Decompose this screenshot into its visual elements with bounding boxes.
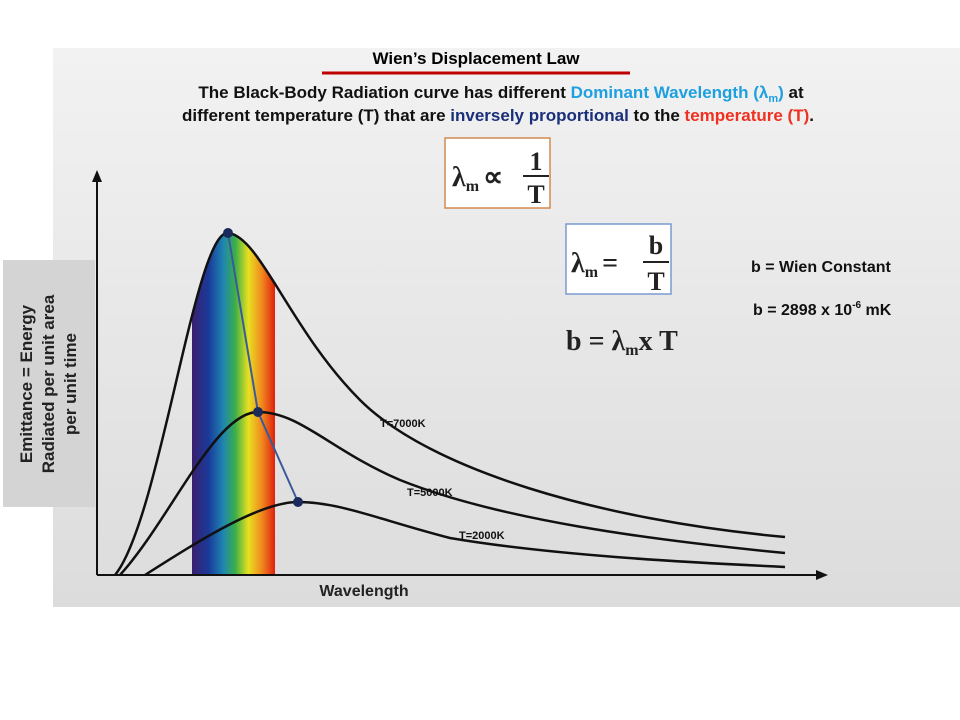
text: to the: [629, 106, 685, 125]
curves: [114, 231, 786, 577]
text: ): [778, 83, 784, 102]
text: temperature (T): [685, 106, 810, 125]
curve: [119, 410, 786, 576]
text: =: [602, 248, 618, 279]
curve: [114, 231, 786, 576]
curve-label: T=7000K: [380, 418, 426, 430]
text: m: [585, 264, 599, 281]
text: .: [809, 106, 814, 125]
formula-box: [444, 137, 551, 209]
intro-line: different temperature (T) that are inver…: [182, 106, 814, 125]
arrow-head: [92, 170, 102, 182]
text: at: [784, 83, 804, 102]
text: λ: [452, 162, 466, 193]
text: m: [625, 342, 639, 359]
text: inversely proportional: [450, 106, 629, 125]
y-label-line: per unit time: [61, 333, 80, 435]
denominator: T: [527, 180, 544, 209]
constant-value: b = 2898 x 10-6 mK: [753, 300, 892, 319]
y-label-line: Radiated per unit area: [39, 294, 58, 473]
arrow-head: [816, 570, 828, 580]
curve-label: T=5000K: [407, 487, 453, 499]
peak-dot: [253, 407, 263, 417]
formula: λm =: [571, 248, 618, 281]
intro-line: The Black-Body Radiation curve has diffe…: [198, 83, 804, 105]
text: The Black-Body Radiation curve has diffe…: [198, 83, 570, 102]
title: Wien’s Displacement Law: [372, 49, 580, 68]
y-label-box: [3, 260, 95, 507]
y-label-line: Emittance = Energy: [17, 304, 36, 463]
text: m: [768, 93, 778, 105]
curve: [144, 500, 786, 577]
formula-box: [565, 223, 672, 295]
formula: λm ∝: [452, 162, 503, 195]
text: x T: [639, 326, 678, 357]
visible-spectrum: [192, 232, 275, 575]
text: ∝: [483, 162, 503, 193]
y-label: Emittance = Energy Radiated per unit are…: [17, 294, 80, 473]
text: b = λ: [566, 326, 626, 357]
constant-definition: b = Wien Constant: [751, 259, 892, 276]
denominator: T: [647, 267, 664, 296]
x-label: Wavelength: [319, 583, 408, 600]
text: -6: [852, 300, 861, 311]
text: b = 2898 x 10: [753, 302, 852, 319]
text: different temperature (T) that are: [182, 106, 450, 125]
peak-dot: [223, 228, 233, 238]
text: Dominant Wavelength (λ: [571, 83, 769, 102]
curve-label: T=2000K: [459, 530, 505, 542]
text: mK: [861, 302, 892, 319]
numerator: 1: [530, 147, 543, 176]
peak-dot: [293, 497, 303, 507]
text: λ: [571, 248, 585, 279]
text: m: [466, 178, 480, 195]
numerator: b: [649, 231, 663, 260]
formula: b = λmx T: [566, 326, 678, 359]
